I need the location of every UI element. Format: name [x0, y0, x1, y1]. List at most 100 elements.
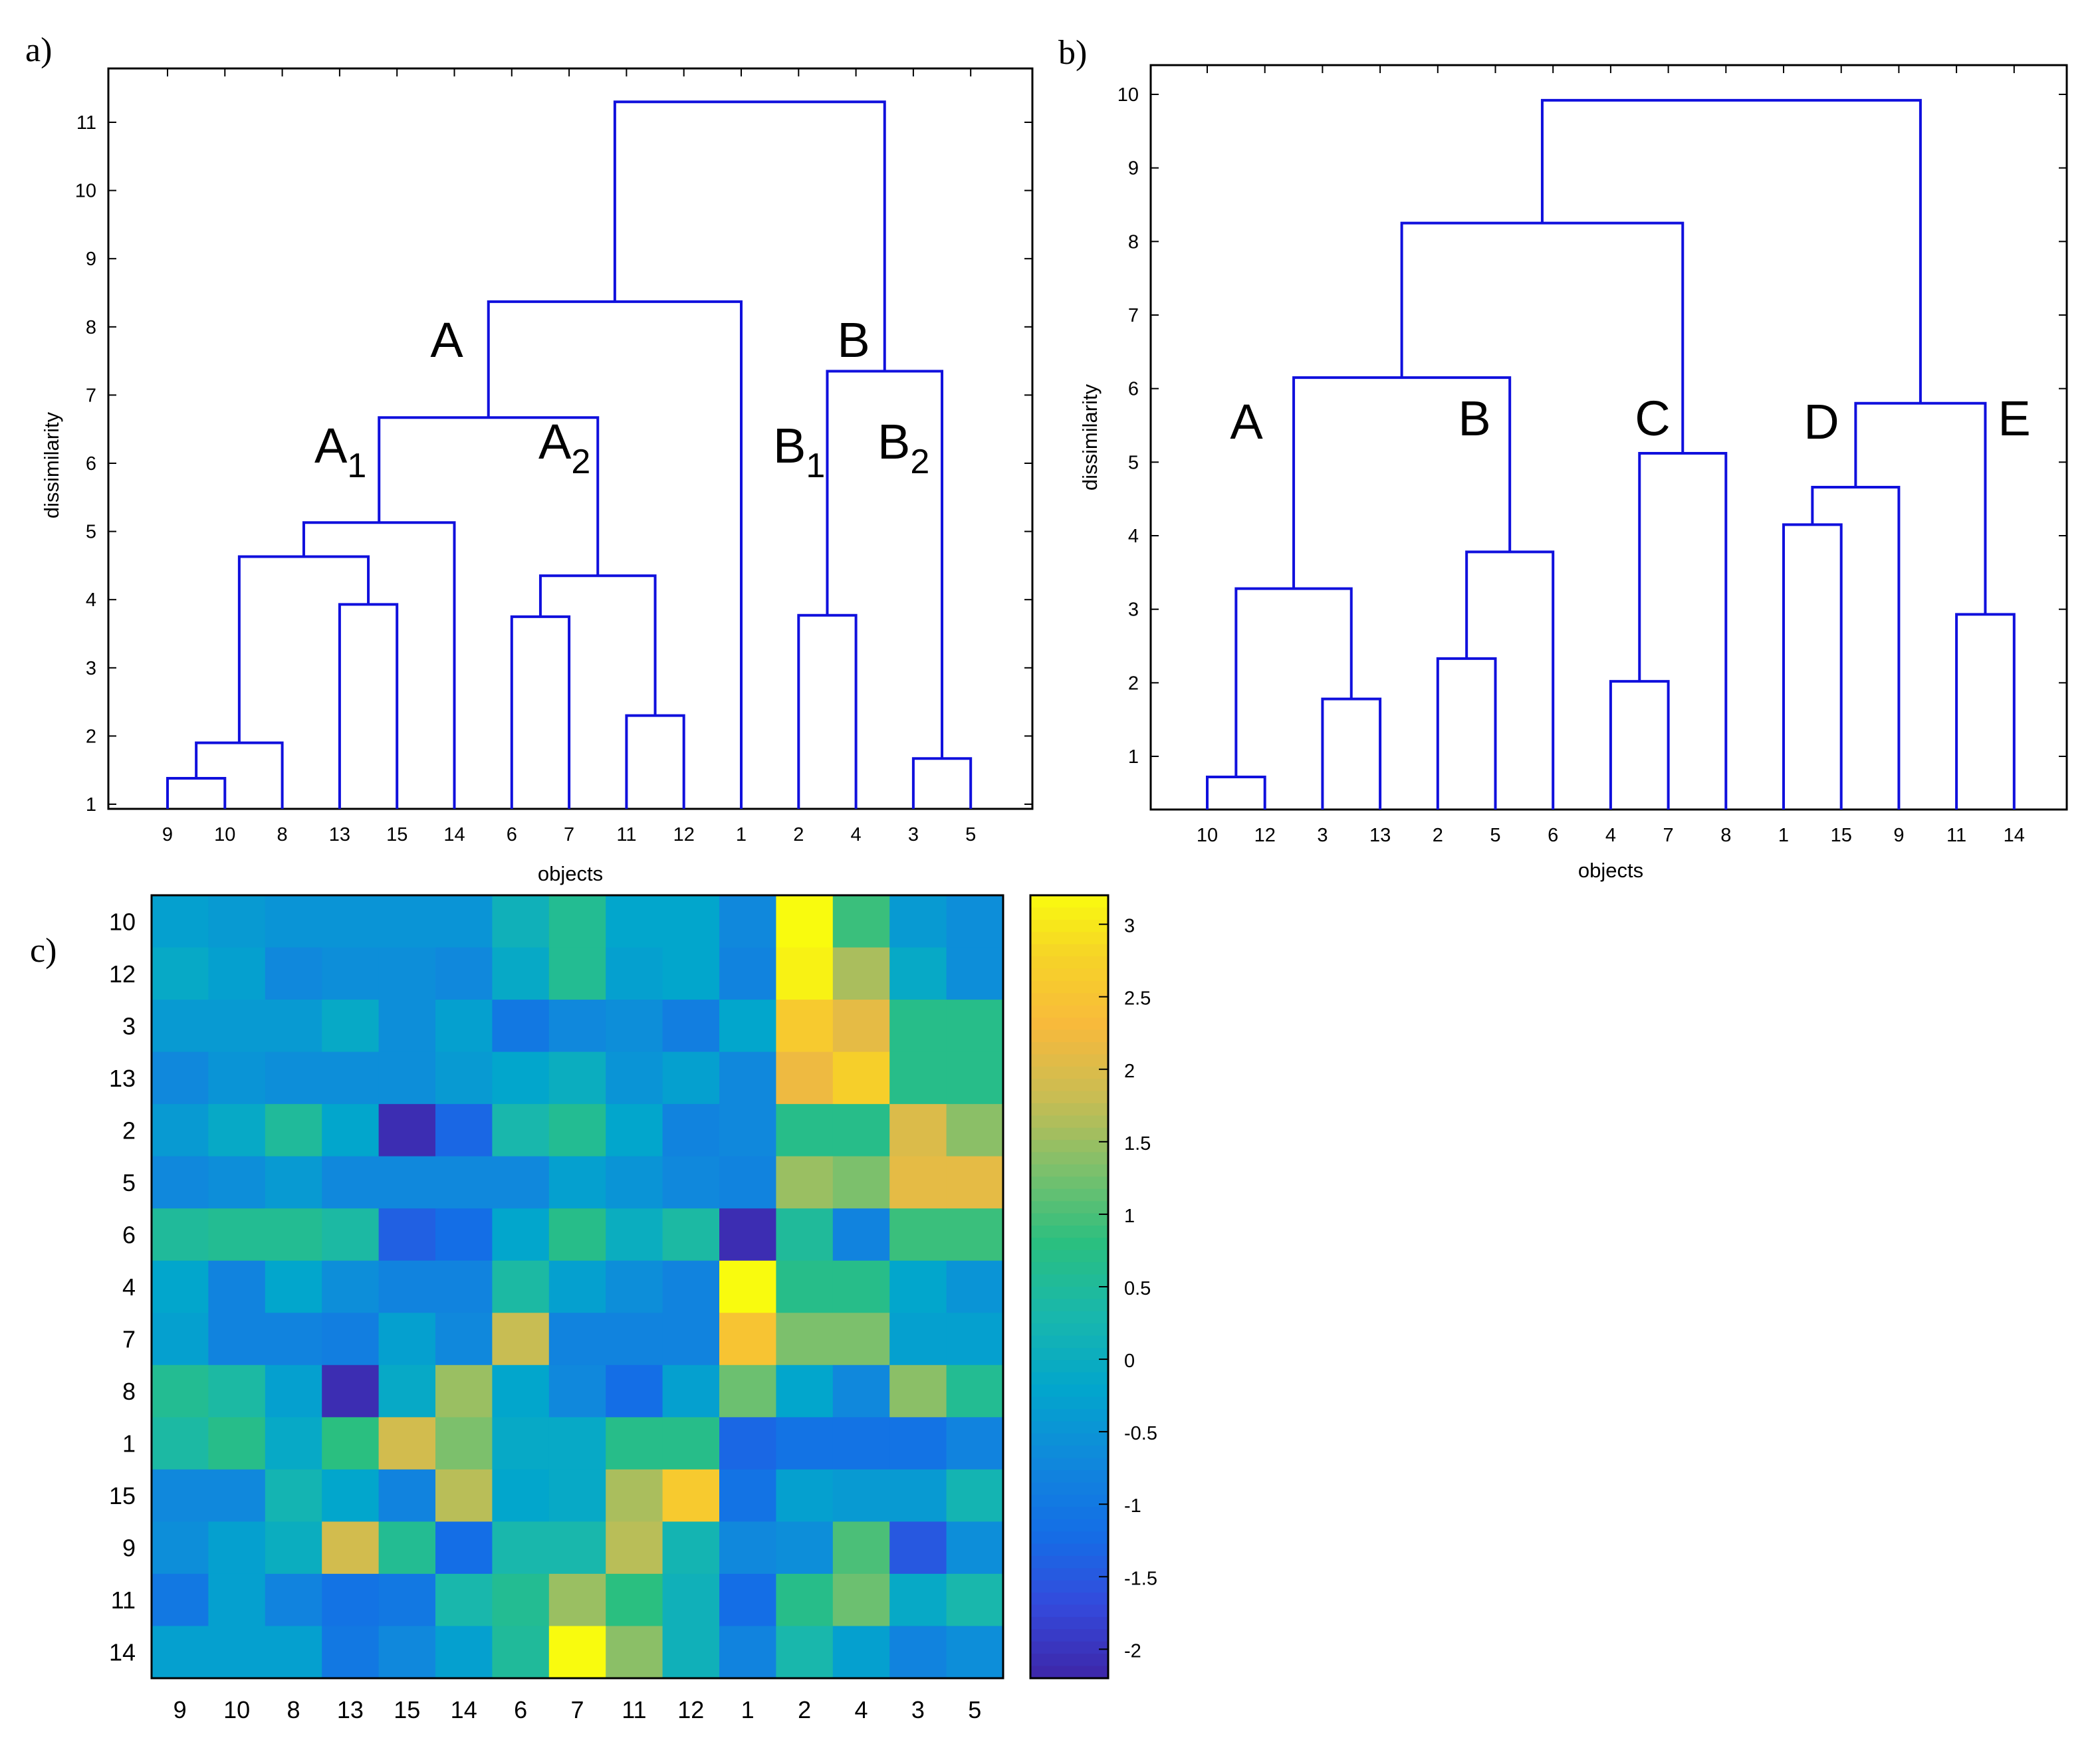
dendrogram-link — [911, 757, 973, 809]
heatmap-cell — [208, 1364, 266, 1418]
heatmap-col-label: 12 — [677, 1696, 704, 1723]
heatmap-col-label: 10 — [223, 1696, 250, 1723]
heatmap-cell — [832, 1260, 890, 1313]
heatmap-cell — [719, 1573, 776, 1627]
heatmap-cell — [208, 1156, 266, 1209]
colorbar-segment — [1030, 1458, 1108, 1471]
colorbar-segment — [1030, 1054, 1108, 1067]
colorbar-segment — [1030, 1396, 1108, 1410]
heatmap-cell — [946, 1364, 1004, 1418]
heatmap-col-label: 3 — [911, 1696, 925, 1723]
dendrogram-link — [1955, 613, 2016, 810]
heatmap-cell — [606, 1260, 663, 1313]
heatmap-cell — [832, 1313, 890, 1366]
colorbar-segment — [1030, 932, 1108, 945]
colorbar-segment — [1030, 1409, 1108, 1422]
heatmap-cell — [435, 1260, 493, 1313]
colorbar-segment — [1030, 1140, 1108, 1153]
heatmap-cell — [492, 1156, 550, 1209]
colorbar-segment — [1030, 1250, 1108, 1263]
dendrogram-link — [1321, 697, 1382, 810]
panel-a-x-axis-title: objects — [538, 862, 603, 885]
panel-b-cluster-labels: A B C D E — [1230, 391, 2030, 449]
heatmap-cell — [662, 1000, 720, 1053]
heatmap-cell — [492, 1260, 550, 1313]
heatmap-cell — [946, 1000, 1004, 1053]
colorbar-segment — [1030, 1299, 1108, 1312]
heatmap-cell — [378, 1156, 436, 1209]
heatmap-cell — [889, 1313, 947, 1366]
colorbar-segment — [1030, 1091, 1108, 1104]
heatmap-cell — [946, 1313, 1004, 1366]
heatmap-cell — [719, 1051, 776, 1105]
heatmap-cell — [548, 1260, 606, 1313]
colorbar-segment — [1030, 1360, 1108, 1373]
heatmap-cell — [946, 1156, 1004, 1209]
x-tick-label: 9 — [1893, 825, 1904, 846]
heatmap-cell — [776, 1417, 834, 1470]
y-tick-label: 8 — [1128, 231, 1139, 253]
heatmap-cell — [152, 1364, 209, 1418]
heatmap-cell — [606, 1364, 663, 1418]
heatmap-cell — [378, 947, 436, 1000]
heatmap-cell — [322, 1156, 380, 1209]
x-tick-label: 4 — [851, 824, 862, 845]
x-tick-label: 7 — [1663, 825, 1674, 846]
heatmap-cell — [776, 947, 834, 1000]
heatmap-cell — [662, 1469, 720, 1522]
dendrogram-link — [487, 300, 743, 809]
heatmap-cell — [548, 1521, 606, 1575]
colorbar-tick-label: 1 — [1124, 1206, 1135, 1227]
heatmap-cell — [152, 1521, 209, 1575]
heatmap-col-label: 6 — [514, 1696, 527, 1723]
heatmap-cell — [492, 1521, 550, 1575]
cluster-label-b-D: D — [1804, 394, 1839, 449]
heatmap-cell — [889, 1208, 947, 1261]
heatmap-cell — [946, 1469, 1004, 1522]
cluster-label-a-A1: A1 — [314, 418, 366, 485]
panel-b-links — [1206, 98, 2016, 810]
panel-b-label: b) — [1058, 34, 1087, 72]
dendrogram-link — [1292, 376, 1512, 589]
heatmap-row-label: 13 — [109, 1065, 136, 1092]
heatmap-cell — [776, 1156, 834, 1209]
dendrogram-link — [797, 613, 858, 809]
heatmap-cell — [152, 947, 209, 1000]
heatmap-cell — [492, 1573, 550, 1627]
colorbar-segment — [1030, 1494, 1108, 1507]
heatmap-cell — [152, 1260, 209, 1313]
heatmap-cell — [662, 895, 720, 948]
x-tick-label: 2 — [793, 824, 804, 845]
heatmap-cell — [548, 1208, 606, 1261]
heatmap-cell — [208, 895, 266, 948]
x-tick-label: 3 — [1317, 825, 1328, 846]
heatmap-cell — [492, 1313, 550, 1366]
dendrogram-link — [1465, 550, 1555, 810]
y-tick-label: 3 — [86, 658, 96, 679]
colorbar-segment — [1030, 1348, 1108, 1361]
heatmap-col-label: 5 — [968, 1696, 981, 1723]
heatmap-col-label: 2 — [798, 1696, 811, 1723]
y-tick-label: 7 — [86, 385, 96, 406]
heatmap-cell — [548, 1156, 606, 1209]
heatmap-cell — [208, 1626, 266, 1679]
heatmap-cell — [435, 1208, 493, 1261]
heatmap-cell — [776, 1000, 834, 1053]
heatmap-cell — [152, 1313, 209, 1366]
heatmap-cell — [889, 895, 947, 948]
heatmap-cell — [378, 1208, 436, 1261]
heatmap-cell — [152, 1573, 209, 1627]
heatmap-cell — [776, 1051, 834, 1105]
heatmap-cell — [548, 1573, 606, 1627]
heatmap-cell — [832, 1208, 890, 1261]
colorbar-segment — [1030, 1115, 1108, 1129]
heatmap-row-label: 2 — [122, 1117, 136, 1144]
heatmap-cell — [776, 1260, 834, 1313]
colorbar-segment — [1030, 1654, 1108, 1667]
heatmap-col-label: 14 — [451, 1696, 477, 1723]
heatmap-cell — [322, 1469, 380, 1522]
heatmap-cell — [889, 1573, 947, 1627]
heatmap-cell — [378, 1000, 436, 1053]
heatmap-cell — [832, 1051, 890, 1105]
heatmap-cell — [378, 1626, 436, 1679]
